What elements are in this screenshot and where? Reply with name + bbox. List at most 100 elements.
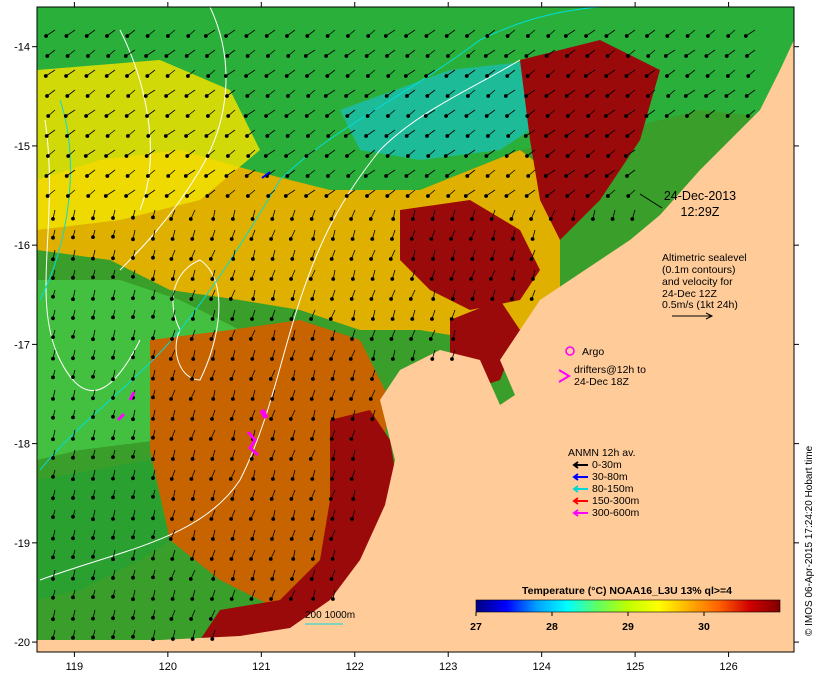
velocity-arrow-head-icon [91,436,95,441]
velocity-arrow-head-icon [745,54,749,58]
velocity-arrow-head-icon [325,74,330,78]
velocity-arrow-head-icon [189,617,194,621]
velocity-arrow-head-icon [151,314,155,319]
velocity-arrow-head-icon [251,297,256,301]
velocity-arrow-head-icon [444,114,449,118]
velocity-arrow-head-icon [131,597,135,602]
velocity-arrow-head-icon [184,54,189,58]
velocity-arrow-head-icon [663,54,668,58]
velocity-arrow-head-icon [71,356,75,361]
velocity-arrow-head-icon [424,34,429,38]
velocity-arrow-head-icon [446,194,451,198]
anmn-arrow-head-icon [572,497,579,505]
velocity-arrow-head-icon [291,377,296,381]
velocity-arrow-head-icon [85,94,90,98]
velocity-arrow-head-icon [270,437,275,441]
velocity-arrow-head-icon [430,357,435,361]
velocity-arrow-head-icon [544,54,549,58]
velocity-arrow-head-icon [111,455,115,460]
velocity-arrow-head-icon [343,134,348,138]
velocity-arrow-head-icon [91,216,95,221]
velocity-arrow-head-icon [310,437,314,441]
velocity-arrow-head-icon [226,154,230,158]
velocity-arrow-head-icon [684,54,688,58]
velocity-arrow-head-icon [46,154,50,158]
velocity-arrow-head-icon [326,134,331,138]
velocity-arrow-head-icon [51,375,55,380]
velocity-arrow-head-icon [124,114,129,118]
velocity-arrow-head-icon [170,557,175,561]
velocity-arrow-head-icon [151,255,155,260]
velocity-arrow-head-icon [151,237,155,241]
velocity-arrow-head-icon [230,277,234,281]
velocity-arrow-head-icon [250,537,255,541]
altimetry-line: (0.1m contours) [662,264,736,276]
scale-arrow-head-icon [705,312,714,320]
velocity-arrow-head-icon [428,337,433,341]
velocity-arrow-head-icon [71,334,75,339]
velocity-arrow-head-icon [385,54,389,58]
velocity-arrow-head-icon [424,174,429,178]
velocity-arrow-head-icon [229,517,234,521]
velocity-arrow-head-icon [268,557,273,561]
velocity-arrow-head-icon [583,74,588,78]
velocity-arrow-head-icon [111,315,115,320]
velocity-arrow-head-icon [406,154,410,158]
velocity-arrow-head-icon [131,355,135,360]
velocity-arrow-head-icon [385,194,390,198]
velocity-arrow-head-icon [606,194,610,198]
velocity-arrow-head-icon [291,517,295,521]
velocity-arrow-head-icon [124,194,128,198]
velocity-arrow-head-icon [131,495,135,500]
velocity-arrow-head-icon [484,154,489,158]
velocity-arrow-head-icon [151,277,155,282]
velocity-arrow-head-icon [330,517,335,521]
velocity-arrow-head-icon [384,174,389,178]
drifters-line: drifters@12h to [574,364,646,376]
velocity-arrow-head-icon [191,497,195,501]
velocity-arrow-head-icon [351,457,355,461]
velocity-arrow-head-icon [390,237,394,241]
velocity-arrow-head-icon [743,34,748,38]
velocity-arrow-head-icon [491,237,496,241]
velocity-arrow-head-icon [225,54,230,58]
velocity-arrow-head-icon [84,34,89,38]
velocity-arrow-head-icon [409,337,414,341]
velocity-arrow-head-icon [248,517,253,521]
velocity-arrow-head-icon [111,535,115,540]
velocity-arrow-head-icon [285,174,290,178]
velocity-arrow-head-icon [286,54,291,58]
velocity-arrow-head-icon [425,54,430,58]
velocity-arrow-head-icon [249,237,254,241]
velocity-arrow-head-icon [586,114,591,118]
velocity-arrow-head-icon [170,517,174,521]
velocity-arrow-head-icon [346,174,351,178]
velocity-arrow-head-icon [111,594,115,599]
velocity-arrow-head-icon [104,114,109,118]
velocity-arrow-head-icon [111,377,115,382]
velocity-arrow-head-icon [306,94,311,98]
sst-yellow-band [37,60,260,230]
velocity-arrow-head-icon [425,94,430,98]
velocity-arrow-head-icon [151,296,155,300]
velocity-arrow-head-icon [326,174,330,178]
velocity-arrow-head-icon [230,537,235,541]
velocity-arrow-head-icon [183,174,188,178]
velocity-arrow-head-icon [111,635,115,639]
velocity-arrow-head-icon [544,94,549,98]
velocity-arrow-head-icon [51,415,55,420]
velocity-arrow-head-icon [545,154,550,158]
velocity-arrow-head-icon [188,577,193,581]
velocity-arrow-head-icon [365,114,370,118]
lat-tick-label: -17 [14,339,30,351]
velocity-arrow-head-icon [226,114,231,118]
velocity-arrow-head-icon [304,194,309,198]
velocity-arrow-head-icon [71,257,75,261]
velocity-arrow-head-icon [105,174,110,178]
sealevel-contour [119,7,227,271]
velocity-arrow-head-icon [604,74,608,78]
velocity-arrow-head-icon [485,34,490,38]
velocity-arrow-head-icon [311,237,316,241]
colorbar-tick-label: 27 [470,621,482,633]
velocity-arrow-head-icon [565,194,570,198]
